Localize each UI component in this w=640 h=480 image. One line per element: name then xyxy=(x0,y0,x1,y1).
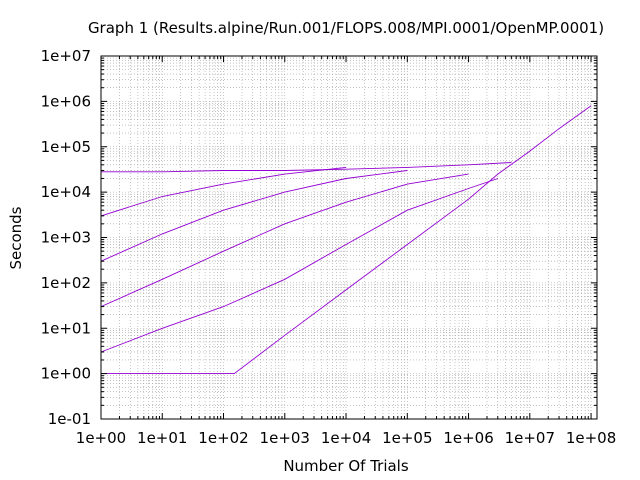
y-tick-label: 1e+06 xyxy=(41,92,91,110)
y-tick-label: 1e+07 xyxy=(41,47,91,65)
x-tick-label: 1e+00 xyxy=(76,429,126,447)
x-tick-label: 1e+03 xyxy=(260,429,310,447)
y-axis-label: Seconds xyxy=(7,206,25,269)
tick-marks xyxy=(100,55,597,420)
y-tick-label: 1e-01 xyxy=(48,410,91,428)
x-tick-label: 1e+08 xyxy=(566,429,616,447)
x-tick-label: 1e+05 xyxy=(382,429,432,447)
series-line-1 xyxy=(101,105,592,375)
series-line-4 xyxy=(100,173,469,308)
series-line-3 xyxy=(100,178,498,353)
series-line-2 xyxy=(101,162,512,173)
y-tick-label: 1e+02 xyxy=(41,274,91,292)
y-tick-label: 1e+01 xyxy=(41,319,91,337)
x-tick-label: 1e+06 xyxy=(443,429,493,447)
series-line-6 xyxy=(100,166,347,217)
y-tick-label: 1e+05 xyxy=(41,138,91,156)
gridlines xyxy=(101,56,597,419)
plot-frame xyxy=(100,55,598,420)
x-tick-label: 1e+07 xyxy=(505,429,555,447)
y-tick-labels: 1e-01 1e+00 1e+01 1e+02 1e+03 1e+04 1e+05 1e+06… xyxy=(41,47,91,428)
x-tick-label: 1e+01 xyxy=(137,429,187,447)
x-tick-label: 1e+04 xyxy=(321,429,371,447)
x-tick-label: 1e+02 xyxy=(198,429,248,447)
plot-area xyxy=(100,105,592,375)
y-tick-label: 1e+03 xyxy=(41,229,91,247)
y-tick-label: 1e+00 xyxy=(41,365,91,383)
chart-title: Graph 1 (Results.alpine/Run.001/FLOPS.00… xyxy=(88,19,604,37)
y-tick-label: 1e+04 xyxy=(41,183,91,201)
x-axis-label: Number Of Trials xyxy=(283,457,409,475)
x-tick-labels: 1e+00 1e+01 1e+02 1e+03 1e+04 1e+05 1e+06 1e+07… xyxy=(76,429,617,447)
series-line-5 xyxy=(100,170,408,262)
